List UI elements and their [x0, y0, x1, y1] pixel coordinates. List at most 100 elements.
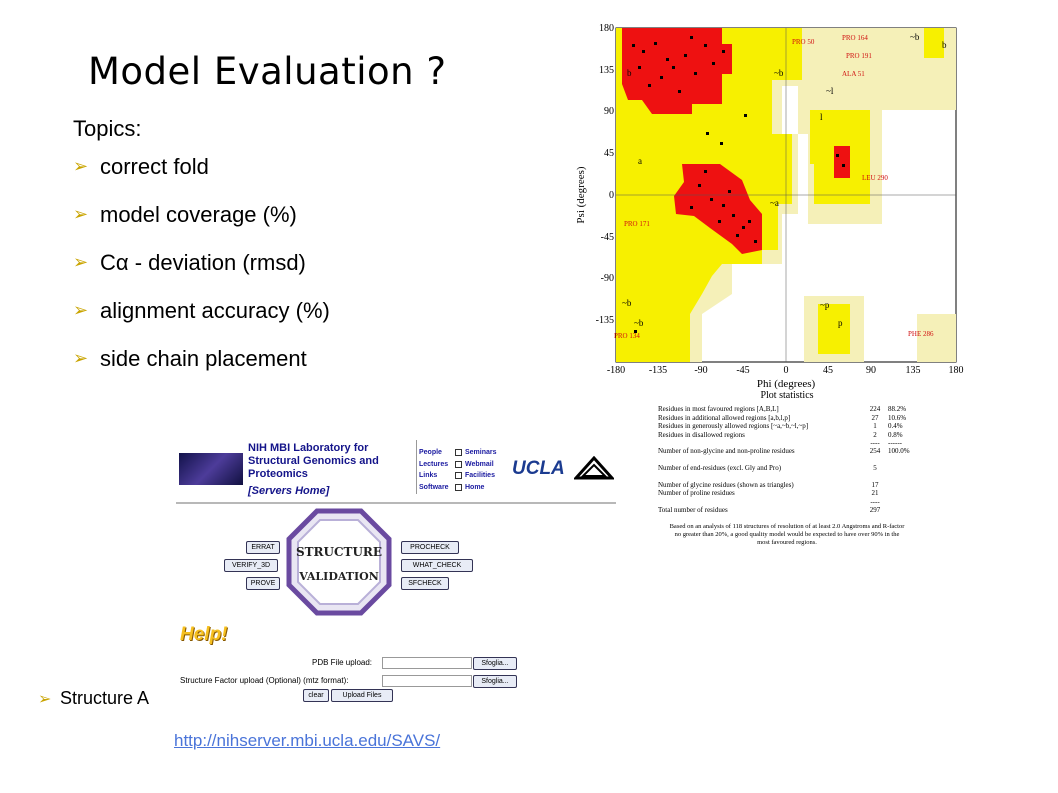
stats-row: Number of non-glycine and non-proline re…	[658, 447, 910, 456]
nav-link[interactable]: Software	[419, 483, 449, 491]
y-tick-label: -90	[601, 273, 614, 284]
nav-link[interactable]: Seminars	[465, 449, 497, 456]
x-tick-label: 0	[784, 365, 789, 376]
region-label: a	[638, 156, 642, 166]
region-label: ~b	[622, 298, 632, 308]
region-label: ~p	[820, 300, 830, 310]
stats-row: Number of end-residues (excl. Gly and Pr…	[658, 464, 877, 473]
plot-area	[615, 27, 957, 363]
protein-logo-image	[179, 453, 243, 485]
x-tick-label: -180	[607, 365, 625, 376]
stats-row	[658, 473, 916, 481]
outlier-labels: PRO 50 PRO 164 PRO 191 ALA 51 LEU 290 PR…	[614, 34, 934, 340]
x-tick-label: -135	[649, 365, 667, 376]
nav-link[interactable]: Webmail	[465, 460, 494, 468]
stats-row: ----	[870, 497, 880, 506]
stats-row: Number of proline residues 21	[658, 489, 879, 498]
region-label: ~l	[826, 86, 834, 96]
divider	[416, 440, 417, 494]
topic-item: ➢ correct fold	[73, 154, 209, 179]
verify3d-button[interactable]: VERIFY_3D	[224, 559, 278, 572]
structure-validation-octagon: STRUCTURE VALIDATION	[286, 508, 392, 616]
y-tick-label: 90	[604, 106, 614, 117]
topics-heading: Topics:	[73, 116, 142, 141]
stats-heading: Plot statistics	[760, 390, 814, 401]
octagon-title: STRUCTURE	[296, 545, 382, 559]
procheck-button[interactable]: PROCHECK	[401, 541, 459, 554]
stats-row: Residues in generously allowed regions […	[658, 422, 903, 431]
savs-nav: People Seminars Lectures Webmail Links Faci…	[419, 447, 497, 493]
ucla-logo: UCLA	[512, 458, 565, 479]
sf-browse-button[interactable]: Sfoglia...	[473, 675, 517, 688]
x-axis-label: Phi (degrees)	[757, 378, 816, 390]
stats-row: Total number of residues 297	[658, 506, 881, 515]
y-axis-label: Psi (degrees)	[575, 166, 587, 223]
checkbox-icon	[455, 472, 462, 479]
upload-files-button[interactable]: Upload Files	[331, 689, 393, 702]
plot-statistics: Plot statistics Residues in most favoure…	[658, 390, 916, 547]
outlier-label: PHE 286	[908, 330, 934, 338]
slide-title: Model Evaluation ?	[88, 50, 447, 93]
topic-item: ➢ model coverage (%)	[73, 202, 297, 227]
stats-row: Residues in most favoured regions [A,B,L…	[658, 405, 907, 414]
arrow-bullet-icon: ➢	[73, 300, 89, 320]
servers-home-link[interactable]: [Servers Home]	[248, 485, 330, 497]
y-tick-labels: 180 135 90 45 0 -45 -90 -135	[596, 23, 614, 326]
sf-upload-label: Structure Factor upload (Optional) (mtz …	[180, 676, 349, 685]
y-tick-label: 45	[604, 148, 614, 159]
pdb-file-input[interactable]	[382, 657, 472, 669]
prove-button[interactable]: PROVE	[246, 577, 280, 590]
checkbox-icon	[455, 483, 462, 491]
topic-item: ➢ Cα - deviation (rmsd)	[73, 250, 306, 275]
nav-link[interactable]: Home	[465, 483, 485, 491]
sf-file-input[interactable]	[382, 675, 472, 687]
outlier-label: ALA 51	[842, 70, 865, 78]
sfcheck-button[interactable]: SFCHECK	[401, 577, 449, 590]
whatcheck-button[interactable]: WHAT_CHECK	[401, 559, 473, 572]
nav-link[interactable]: Lectures	[419, 460, 449, 468]
y-tick-label: -45	[601, 232, 614, 243]
savs-url-link[interactable]: http://nihserver.mbi.ucla.edu/SAVS/	[174, 731, 441, 750]
arrow-bullet-icon: ➢	[38, 690, 52, 708]
data-points	[632, 36, 845, 333]
y-tick-label: 180	[599, 23, 614, 34]
topic-item: ➢ alignment accuracy (%)	[73, 298, 330, 323]
outlier-label: PRO 50	[792, 38, 815, 46]
outlier-label: PRO 164	[842, 34, 868, 42]
x-tick-label: -45	[736, 365, 749, 376]
pdb-upload-label: PDB File upload:	[312, 658, 373, 667]
outlier-label: PRO 171	[624, 220, 650, 228]
y-tick-label: -135	[596, 315, 614, 326]
pdb-browse-button[interactable]: Sfoglia...	[473, 657, 517, 670]
arrow-bullet-icon: ➢	[73, 348, 89, 368]
arrow-bullet-icon: ➢	[73, 156, 89, 176]
clear-button[interactable]: clear	[303, 689, 329, 702]
stats-row: ---- ------	[870, 439, 902, 448]
help-link[interactable]: Help!	[180, 624, 228, 645]
x-tick-label: 180	[949, 365, 964, 376]
y-tick-label: 135	[599, 65, 614, 76]
nav-link[interactable]: Links	[419, 472, 438, 479]
region-label: ~b	[634, 318, 644, 328]
stats-row	[658, 456, 916, 464]
nav-link[interactable]: People	[419, 449, 442, 456]
errat-button[interactable]: ERRAT	[246, 541, 280, 554]
savs-header: NIH MBI Laboratory for Structural Genomi…	[176, 436, 616, 504]
x-tick-label: -90	[694, 365, 707, 376]
ucla-emblem-icon	[574, 456, 614, 480]
lab-title: NIH MBI Laboratory for Structural Genomi…	[248, 442, 379, 497]
outlier-label: LEU 290	[862, 174, 888, 182]
structure-label: Structure A	[60, 688, 150, 708]
nav-link[interactable]: Facilities	[465, 472, 495, 479]
y-tick-label: 0	[609, 190, 614, 201]
region-label: b	[627, 68, 632, 78]
region-label: p	[838, 318, 843, 328]
region-labels: b ~b ~l l a ~a ~b b ~p p ~b ~b	[622, 32, 947, 328]
stats-row: Residues in disallowed regions 2 0.8%	[658, 430, 903, 439]
stats-row: Number of glycine residues (shown as tri…	[658, 481, 879, 490]
outlier-label: PRO 191	[846, 52, 872, 60]
x-tick-label: 90	[866, 365, 876, 376]
region-label: ~b	[910, 32, 920, 42]
outlier-label: PRO 134	[614, 332, 640, 340]
topics-list: ➢ correct fold ➢ model coverage (%) ➢ Cα - …	[73, 154, 330, 394]
